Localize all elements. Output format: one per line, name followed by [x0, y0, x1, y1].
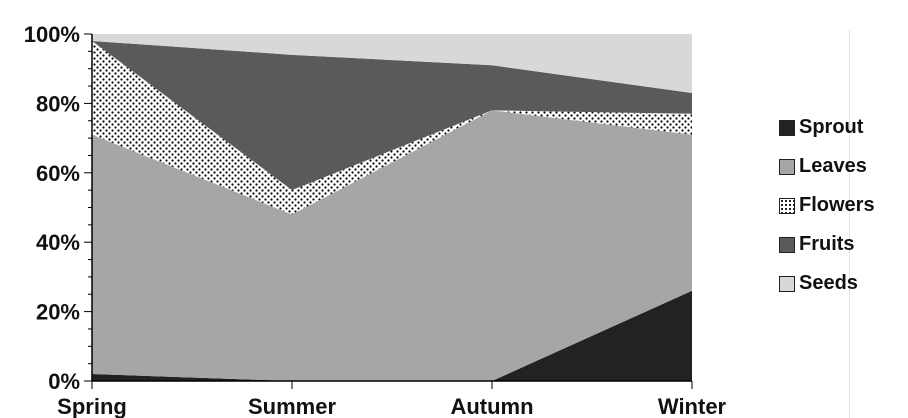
x-tick-label-summer: Summer [248, 394, 336, 418]
legend-label: Leaves [799, 155, 867, 177]
legend-item-leaves: Leaves [779, 147, 875, 186]
legend-item-flowers: Flowers [779, 186, 875, 225]
y-tick-label: 80% [36, 91, 80, 116]
x-tick-labels: Spring Summer Autumn Winter [57, 394, 726, 418]
x-tick-label-spring: Spring [57, 394, 127, 418]
legend-item-seeds: Seeds [779, 264, 875, 303]
y-tick-label: 40% [36, 230, 80, 255]
y-tick-label: 0% [48, 369, 80, 394]
divider-line [849, 30, 850, 418]
area-leaves [92, 110, 692, 381]
legend-swatch [779, 197, 795, 214]
legend-label: Seeds [799, 272, 858, 294]
chart-legend: Sprout Leaves Flowers Fruits Seeds [779, 108, 875, 303]
legend-swatch [779, 158, 795, 175]
x-tick-label-winter: Winter [658, 394, 727, 418]
axes [84, 33, 693, 389]
legend-swatch [779, 236, 795, 253]
y-tick-labels: 0% 20% 40% 60% 80% 100% [24, 22, 80, 394]
area-fruits [92, 40, 692, 191]
x-tick-label-autumn: Autumn [450, 394, 533, 418]
legend-swatch [779, 119, 795, 136]
legend-item-fruits: Fruits [779, 225, 875, 264]
area-layers [92, 34, 692, 381]
legend-label: Sprout [799, 116, 864, 138]
y-tick-label: 60% [36, 161, 80, 186]
legend-item-sprout: Sprout [779, 108, 875, 147]
area-flowers [92, 40, 692, 215]
y-tick-label: 20% [36, 300, 80, 325]
area-seeds [92, 34, 692, 93]
legend-swatch [779, 275, 795, 292]
legend-label: Flowers [799, 194, 875, 216]
area-sprout [92, 290, 692, 381]
legend-label: Fruits [799, 233, 855, 255]
y-tick-label: 100% [24, 22, 80, 47]
